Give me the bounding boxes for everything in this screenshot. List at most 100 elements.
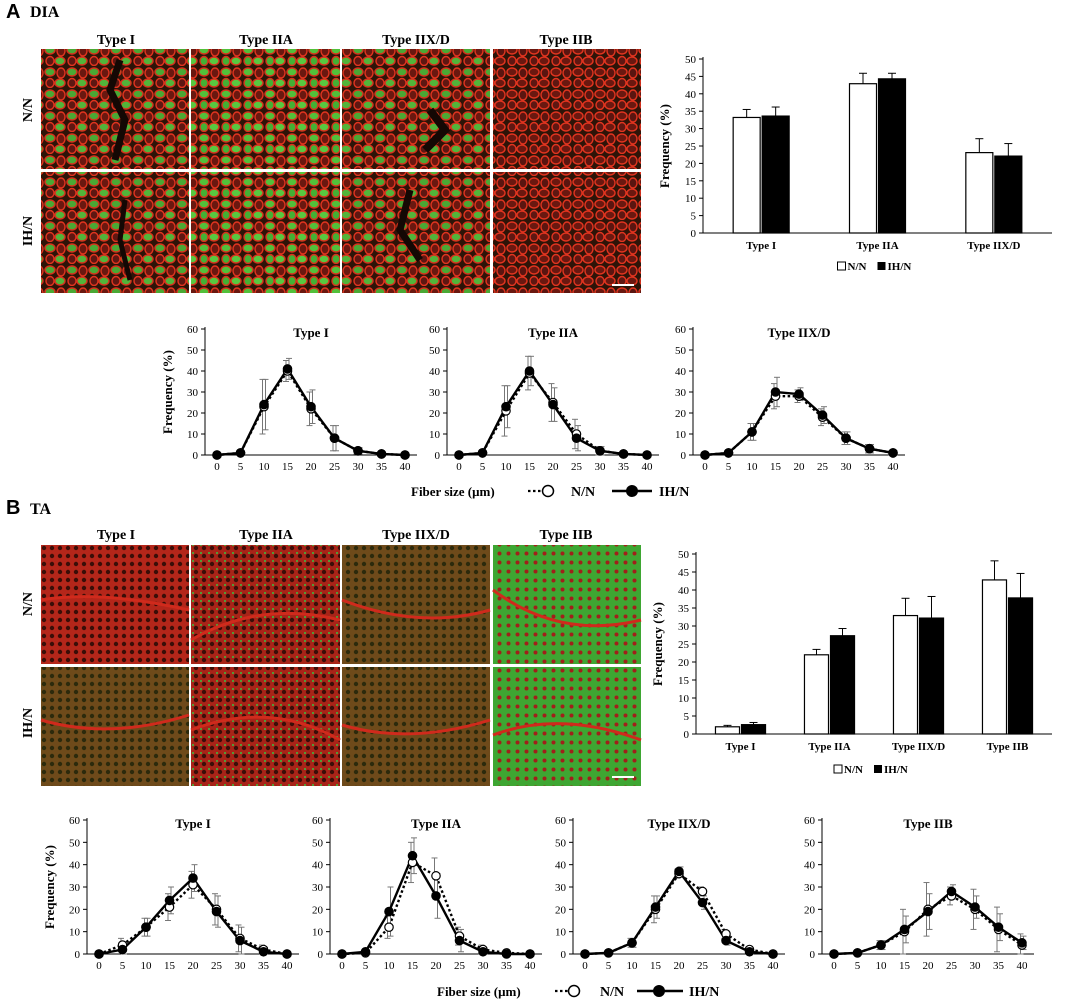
row-label-ihn: IH/N — [21, 708, 36, 738]
data-point-ihn — [888, 448, 898, 458]
y-tick-label: 30 — [187, 387, 199, 399]
data-point-ihn — [235, 448, 246, 458]
y-tick-label: 0 — [684, 729, 690, 741]
line-legend-a: Fiber size (μm) N/N IH/N — [411, 484, 689, 500]
y-tick-label: 40 — [685, 89, 697, 101]
x-axis-title: Fiber size (μm) — [437, 984, 521, 999]
legend-swatch-nn — [833, 764, 843, 774]
data-point-ihn — [747, 427, 757, 437]
tissue-crack — [422, 107, 451, 153]
data-point-ihn — [282, 364, 293, 374]
micrograph-a-nn-type-iixd — [342, 49, 490, 169]
y-tick-label: 60 — [804, 815, 816, 827]
data-point-ihn — [700, 450, 710, 460]
x-tick-label: 35 — [864, 461, 876, 473]
y-tick-label: 0 — [691, 228, 697, 240]
tissue-crack — [396, 189, 423, 262]
micrograph-a-ihn-type-iixd — [342, 172, 490, 293]
y-tick-label: 30 — [312, 882, 324, 894]
data-point-ihn — [117, 944, 128, 955]
micrograph-grid-b: Type I Type IIA Type IIX/D Type IIB N/N … — [21, 528, 642, 786]
y-tick-label: 20 — [675, 408, 687, 420]
data-point-ihn — [501, 401, 511, 412]
tissue-crack — [106, 58, 129, 161]
data-point-ihn — [923, 906, 933, 917]
x-tick-label: 20 — [548, 461, 560, 473]
x-tick-label: 20 — [306, 461, 318, 473]
x-tick-label: 5 — [855, 960, 861, 972]
micrograph-a-nn-type-iia — [191, 49, 340, 169]
vessel-line — [190, 611, 341, 642]
data-point-ihn — [899, 924, 910, 935]
x-tick-label: 30 — [595, 461, 607, 473]
micrograph-a-ihn-type-iia — [191, 172, 340, 293]
x-tick-label: 15 — [770, 461, 782, 473]
y-tick-label: 30 — [69, 882, 81, 894]
y-tick-label: 10 — [555, 927, 567, 939]
row-label-nn: N/N — [21, 98, 36, 122]
chart-b-line-8: 0 10 20 30 40 50 60 0 5 10 15 20 25 30 35 40 Type IIB — [804, 815, 1034, 972]
y-tick-label: 10 — [804, 927, 816, 939]
panel-letter-b: B — [6, 497, 20, 519]
x-tick-label: 20 — [794, 461, 806, 473]
data-point-ihn — [258, 946, 269, 957]
y-tick-label: 20 — [804, 904, 816, 916]
bar — [994, 155, 1023, 234]
data-point-ihn — [993, 922, 1004, 932]
bar — [918, 617, 945, 735]
legend-swatch-nn — [837, 261, 846, 271]
data-point-ihn — [580, 949, 590, 959]
data-point-ihn — [454, 935, 465, 946]
y-tick-label: 20 — [678, 657, 690, 669]
x-tick-label: 30 — [353, 461, 365, 473]
data-point-ihn — [721, 935, 731, 946]
y-tick-label: 0 — [318, 949, 324, 961]
bar — [761, 115, 790, 234]
x-tick-label: 25 — [571, 461, 583, 473]
x-tick-label: 25 — [329, 461, 341, 473]
data-point-ihn — [650, 902, 661, 912]
y-axis-title: Frequency (%) — [42, 845, 57, 929]
y-tick-label: 20 — [685, 158, 697, 170]
y-tick-label: 60 — [187, 324, 199, 336]
data-point-ihn — [829, 949, 839, 959]
micrograph-b-nn-type-iia — [191, 545, 340, 664]
data-point-ihn — [524, 366, 535, 376]
x-tick-label: 25 — [946, 960, 958, 972]
legend-marker-ihn — [626, 485, 638, 497]
y-tick-label: 50 — [678, 549, 690, 561]
legend-marker-nn — [567, 984, 581, 998]
y-tick-label: 45 — [678, 567, 690, 579]
y-tick-label: 10 — [429, 429, 441, 441]
y-tick-label: 5 — [691, 211, 697, 223]
x-tick-label: 30 — [841, 461, 853, 473]
data-point-ihn — [259, 399, 269, 410]
x-tick-label: 10 — [259, 461, 271, 473]
y-tick-label: 50 — [555, 837, 567, 849]
chart-title: Type I — [175, 816, 211, 831]
series-line-ihn — [341, 853, 530, 956]
data-point-ihn — [768, 949, 778, 959]
data-point-ihn — [431, 891, 441, 901]
micrograph-a-ihn-type-iib — [493, 172, 641, 293]
y-tick-label: 60 — [429, 324, 441, 336]
x-tick-label: 5 — [480, 461, 486, 473]
data-point-ihn — [770, 387, 781, 397]
data-point-ihn — [384, 906, 394, 917]
vessel-line — [492, 722, 642, 742]
x-tick-label: 30 — [970, 960, 982, 972]
data-point-ihn — [548, 399, 558, 410]
x-tick-label: 0 — [831, 960, 837, 972]
x-tick-label: 15 — [407, 960, 419, 972]
y-tick-label: 20 — [429, 408, 441, 420]
y-tick-label: 10 — [685, 193, 697, 205]
chart-a-line-3: 0 10 20 30 40 50 60 0 5 10 15 20 25 30 35 40 Type IIX/D — [675, 324, 905, 473]
data-point-ihn — [477, 448, 488, 458]
y-tick-label: 40 — [675, 366, 687, 378]
chart-title: Type IIA — [528, 325, 579, 340]
y-tick-label: 0 — [561, 949, 567, 961]
legend-label-ihn: IH/N — [689, 985, 719, 1000]
row-label-ihn: IH/N — [21, 216, 36, 246]
data-point-ihn — [627, 938, 637, 948]
